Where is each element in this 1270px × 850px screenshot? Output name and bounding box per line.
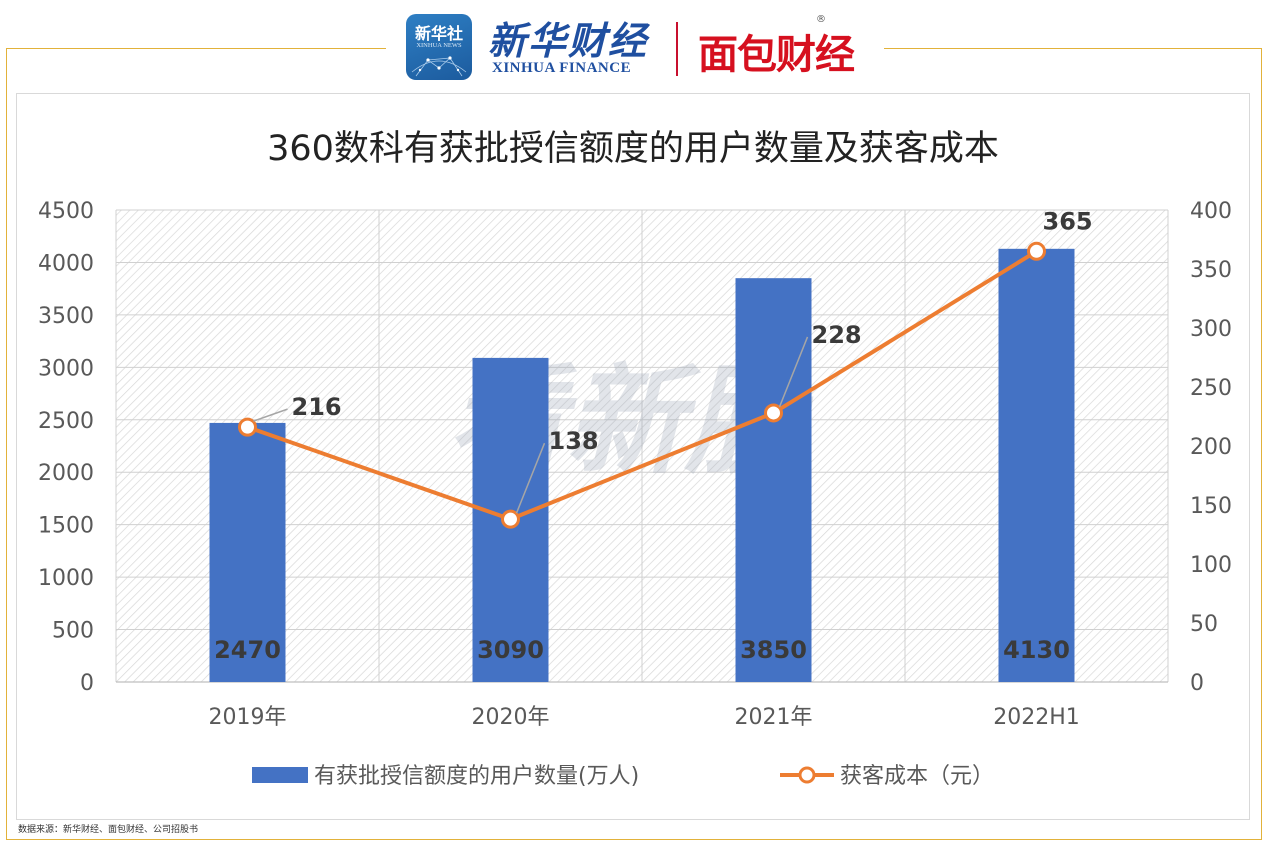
y-left-tick-label: 2000 (38, 461, 94, 486)
source-note: 数据来源：新华财经、面包财经、公司招股书 (18, 825, 199, 835)
bar (209, 422, 286, 682)
logo-divider (676, 22, 678, 76)
legend-label-line: 获客成本（元） (840, 764, 994, 789)
registered-mark: ® (816, 14, 826, 25)
logo-row: 新华社 XINHUA NEWS 新华财经 XINHUA FINANCE 面包财经… (400, 8, 880, 80)
header-gap (386, 40, 884, 54)
bar-data-label: 3850 (740, 636, 807, 664)
xinhua-finance-logo-en: XINHUA FINANCE (492, 60, 632, 76)
line-data-label: 216 (292, 393, 342, 421)
bar-data-label: 4130 (1003, 636, 1070, 664)
legend-swatch-bar (252, 767, 308, 783)
line-data-label: 365 (1043, 207, 1093, 235)
line-point (238, 417, 257, 437)
y-right-tick-label: 50 (1190, 612, 1218, 637)
y-right-tick-label: 350 (1190, 258, 1232, 283)
bar (735, 278, 812, 682)
xinhua-news-logo: 新华社 XINHUA NEWS (406, 14, 472, 80)
label-leader-line (778, 336, 809, 408)
chart-title: 360数科有获批授信额度的用户数量及获客成本 (267, 129, 999, 169)
bar-data-label: 2470 (214, 636, 281, 664)
xinhua-finance-logo-cn: 新华财经 (488, 18, 649, 63)
y-left-tick-label: 500 (52, 619, 94, 644)
y-left-tick-label: 4500 (38, 199, 94, 224)
line-point (1027, 241, 1046, 261)
y-right-tick-label: 250 (1190, 376, 1232, 401)
y-right-tick-label: 0 (1190, 671, 1204, 696)
y-right-tick-label: 150 (1190, 494, 1232, 519)
xinhua-badge-name: 新华社 (414, 24, 463, 43)
y-right-tick-label: 400 (1190, 199, 1232, 224)
y-left-tick-label: 2500 (38, 409, 94, 434)
line-series: 216 138 228 365 (238, 207, 1093, 529)
xinhua-badge-sub: XINHUA NEWS (416, 42, 462, 49)
y-right-tick-label: 200 (1190, 435, 1232, 460)
line-data-label: 228 (812, 321, 862, 349)
line-data-label: 138 (549, 427, 599, 455)
y-left-tick-label: 1000 (38, 566, 94, 591)
x-tick-label: 2019年 (209, 705, 287, 730)
axes: 0 500 1000 1500 2000 2500 3000 3500 4000 4500 0 50 1… (38, 199, 1232, 730)
legend-swatch-marker (798, 766, 816, 784)
x-tick-label: 2022H1 (993, 705, 1080, 730)
x-tick-label: 2021年 (735, 705, 813, 730)
y-left-tick-label: 0 (80, 671, 94, 696)
series-line (246, 249, 1038, 522)
label-leader-line (515, 442, 546, 514)
label-leader-line (253, 408, 288, 422)
y-right-tick-label: 100 (1190, 553, 1232, 578)
line-point (764, 403, 783, 423)
x-tick-label: 2020年 (472, 705, 550, 730)
globe-network-icon (411, 56, 467, 77)
legend-label-bar: 有获批授信额度的用户数量(万人) (314, 764, 639, 789)
line-point (501, 509, 520, 529)
bar (998, 248, 1075, 682)
y-left-tick-label: 1500 (38, 514, 94, 539)
legend: 有获批授信额度的用户数量(万人) 获客成本（元） (252, 764, 994, 789)
y-left-tick-label: 3000 (38, 356, 94, 381)
bar-data-label: 3090 (477, 636, 544, 664)
mianbao-finance-logo: 面包财经 (698, 32, 855, 78)
y-right-tick-label: 300 (1190, 317, 1232, 342)
y-left-tick-label: 3500 (38, 304, 94, 329)
y-left-tick-label: 4000 (38, 251, 94, 276)
